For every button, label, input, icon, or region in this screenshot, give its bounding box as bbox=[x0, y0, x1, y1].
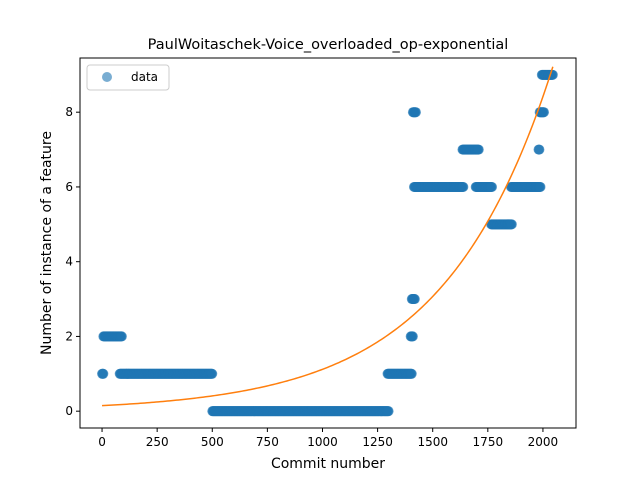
x-axis-label: Commit number bbox=[271, 456, 385, 472]
x-tick-label: 750 bbox=[256, 435, 279, 449]
x-tick-label: 500 bbox=[201, 435, 224, 449]
data-point bbox=[406, 368, 417, 379]
data-point bbox=[535, 181, 546, 192]
legend-marker bbox=[102, 72, 112, 82]
axes-frame bbox=[79, 57, 577, 429]
data-point bbox=[116, 331, 127, 342]
data-point bbox=[487, 181, 498, 192]
x-axis: 0 250 500 750 1000 1250 1500 1750 2000 bbox=[98, 428, 558, 449]
x-tick-label: 1250 bbox=[362, 435, 393, 449]
data-point bbox=[534, 144, 545, 155]
data-point bbox=[98, 368, 109, 379]
data-point bbox=[409, 294, 420, 305]
data-point bbox=[407, 331, 418, 342]
data-point bbox=[539, 107, 550, 118]
legend: data bbox=[86, 64, 170, 91]
y-tick-label: 0 bbox=[65, 404, 73, 418]
data-point bbox=[410, 107, 421, 118]
y-axis-label: Number of instance of a feature bbox=[39, 131, 55, 355]
data-point bbox=[506, 219, 517, 230]
legend-label: data bbox=[131, 70, 158, 84]
x-tick-label: 1750 bbox=[473, 435, 504, 449]
y-tick-label: 8 bbox=[65, 105, 73, 119]
x-tick-label: 250 bbox=[146, 435, 169, 449]
data-point bbox=[458, 181, 469, 192]
plot-area bbox=[79, 57, 577, 429]
data-point bbox=[207, 368, 218, 379]
data-point bbox=[473, 144, 484, 155]
x-tick-label: 2000 bbox=[528, 435, 559, 449]
data-series bbox=[97, 69, 558, 417]
y-tick-label: 6 bbox=[65, 180, 73, 194]
y-tick-label: 4 bbox=[65, 255, 73, 269]
x-tick-label: 1000 bbox=[307, 435, 338, 449]
x-tick-label: 1500 bbox=[417, 435, 448, 449]
y-axis: 0 2 4 6 8 bbox=[65, 105, 80, 418]
x-tick-label: 0 bbox=[98, 435, 106, 449]
fit-line bbox=[102, 66, 554, 407]
y-tick-label: 2 bbox=[65, 329, 73, 343]
chart-title: PaulWoitaschek-Voice_overloaded_op-expon… bbox=[148, 37, 509, 53]
data-point bbox=[383, 406, 394, 417]
fit-series bbox=[102, 66, 554, 407]
legend-box bbox=[86, 64, 170, 91]
